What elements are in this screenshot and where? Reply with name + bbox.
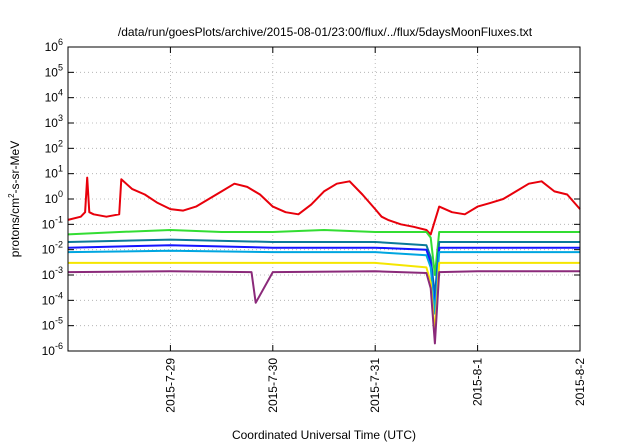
y-tick-label-exp: -2 bbox=[55, 240, 63, 250]
y-axis-label-rest: -s-sr-MeV bbox=[8, 141, 22, 194]
x-axis-label: Coordinated Universal Time (UTC) bbox=[232, 428, 416, 442]
series-layer bbox=[67, 176, 581, 345]
y-tick-label: 102 bbox=[45, 138, 63, 155]
series-line bbox=[67, 229, 580, 276]
y-tick-label-exp: -3 bbox=[55, 265, 63, 275]
y-tick-label: 10-5 bbox=[42, 316, 63, 333]
y-tick-label: 103 bbox=[45, 113, 63, 130]
y-axis-label-sup: 2 bbox=[7, 193, 16, 198]
y-tick-label: 106 bbox=[45, 37, 63, 54]
y-tick-label-exp: 5 bbox=[58, 62, 63, 72]
y-tick-label: 101 bbox=[45, 164, 63, 181]
y-axis-label-base: protons/cm bbox=[8, 198, 22, 257]
y-tick-label-exp: -6 bbox=[55, 341, 63, 351]
y-tick-label-exp: -5 bbox=[55, 316, 63, 326]
y-tick-label-base: 10 bbox=[42, 217, 56, 231]
series-line bbox=[67, 176, 581, 236]
y-tick-label-base: 10 bbox=[45, 167, 59, 181]
y-tick-label: 10-4 bbox=[42, 290, 63, 307]
x-tick-label: 2015-8-2 bbox=[573, 358, 587, 406]
y-tick-label-base: 10 bbox=[45, 141, 59, 155]
y-axis-label: protons/cm2-s-sr-MeV bbox=[7, 141, 22, 257]
grid-layer bbox=[68, 47, 580, 351]
x-tick-label: 2015-7-31 bbox=[368, 358, 382, 413]
y-tick-label-base: 10 bbox=[45, 65, 59, 79]
y-tick-label-base: 10 bbox=[45, 192, 59, 206]
y-tick-label-exp: 0 bbox=[58, 189, 63, 199]
y-tick-label-exp: -1 bbox=[55, 214, 63, 224]
y-tick-label-exp: 2 bbox=[58, 138, 63, 148]
y-tick-label: 100 bbox=[45, 189, 63, 206]
series-line bbox=[67, 238, 580, 297]
series-line bbox=[67, 244, 580, 309]
series-line bbox=[68, 261, 580, 335]
y-tick-label: 10-6 bbox=[42, 341, 63, 358]
chart-title: /data/run/goesPlots/archive/2015-08-01/2… bbox=[118, 25, 533, 39]
y-tick-label: 104 bbox=[45, 88, 63, 105]
y-tick-label-exp: 6 bbox=[58, 37, 63, 47]
y-tick-label-exp: 3 bbox=[58, 113, 63, 123]
x-tick-label: 2015-7-30 bbox=[266, 358, 280, 413]
y-tick-label-exp: -4 bbox=[55, 290, 63, 300]
y-tick-label: 10-3 bbox=[42, 265, 63, 282]
y-tick-label-exp: 1 bbox=[58, 164, 63, 174]
y-tick-label: 10-2 bbox=[42, 240, 63, 257]
y-tick-label-exp: 4 bbox=[58, 88, 63, 98]
y-tick-label: 10-1 bbox=[42, 214, 63, 231]
y-tick-label-base: 10 bbox=[42, 268, 56, 282]
y-tick-label-base: 10 bbox=[42, 344, 56, 358]
y-tick-label-base: 10 bbox=[45, 91, 59, 105]
y-tick-label-base: 10 bbox=[45, 116, 59, 130]
series-line bbox=[67, 270, 580, 345]
x-tick-label: 2015-7-29 bbox=[163, 358, 177, 413]
series-line bbox=[67, 249, 580, 315]
y-tick-label-base: 10 bbox=[45, 40, 59, 54]
y-tick-label-base: 10 bbox=[42, 293, 56, 307]
y-tick-label-base: 10 bbox=[42, 319, 56, 333]
x-tick-label: 2015-8-1 bbox=[471, 358, 485, 406]
y-tick-label: 105 bbox=[45, 62, 63, 79]
y-tick-label-base: 10 bbox=[42, 243, 56, 257]
axis-layer: 10-610-510-410-310-210-11001011021031041… bbox=[42, 37, 587, 413]
